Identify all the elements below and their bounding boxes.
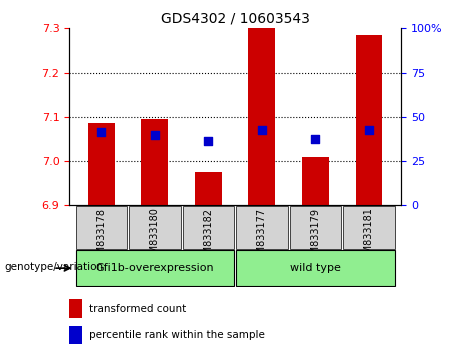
Text: GSM833182: GSM833182 <box>203 207 213 267</box>
Point <box>258 127 266 133</box>
FancyBboxPatch shape <box>76 206 127 249</box>
FancyBboxPatch shape <box>236 250 395 286</box>
Text: transformed count: transformed count <box>89 304 186 314</box>
Text: percentile rank within the sample: percentile rank within the sample <box>89 330 265 340</box>
FancyBboxPatch shape <box>76 250 234 286</box>
Bar <box>88 124 115 205</box>
Point <box>312 136 319 142</box>
FancyBboxPatch shape <box>290 206 341 249</box>
Text: GSM833178: GSM833178 <box>96 207 106 267</box>
Bar <box>142 119 168 205</box>
Text: Gfi1b-overexpression: Gfi1b-overexpression <box>95 263 214 273</box>
Point <box>98 130 105 135</box>
Point <box>205 138 212 144</box>
FancyBboxPatch shape <box>343 206 395 249</box>
Text: genotype/variation: genotype/variation <box>5 262 104 272</box>
FancyBboxPatch shape <box>183 206 234 249</box>
Text: GSM833179: GSM833179 <box>310 207 320 267</box>
Bar <box>69 326 83 344</box>
Bar <box>355 35 382 205</box>
Bar <box>248 28 275 205</box>
FancyBboxPatch shape <box>236 206 288 249</box>
Title: GDS4302 / 10603543: GDS4302 / 10603543 <box>161 12 309 26</box>
Bar <box>302 157 329 205</box>
Point <box>365 127 372 133</box>
Bar <box>69 299 83 318</box>
Point <box>151 132 159 137</box>
Text: wild type: wild type <box>290 263 341 273</box>
Text: GSM833181: GSM833181 <box>364 207 374 267</box>
FancyBboxPatch shape <box>129 206 181 249</box>
Text: GSM833180: GSM833180 <box>150 207 160 267</box>
Text: GSM833177: GSM833177 <box>257 207 267 267</box>
Bar <box>195 172 222 205</box>
